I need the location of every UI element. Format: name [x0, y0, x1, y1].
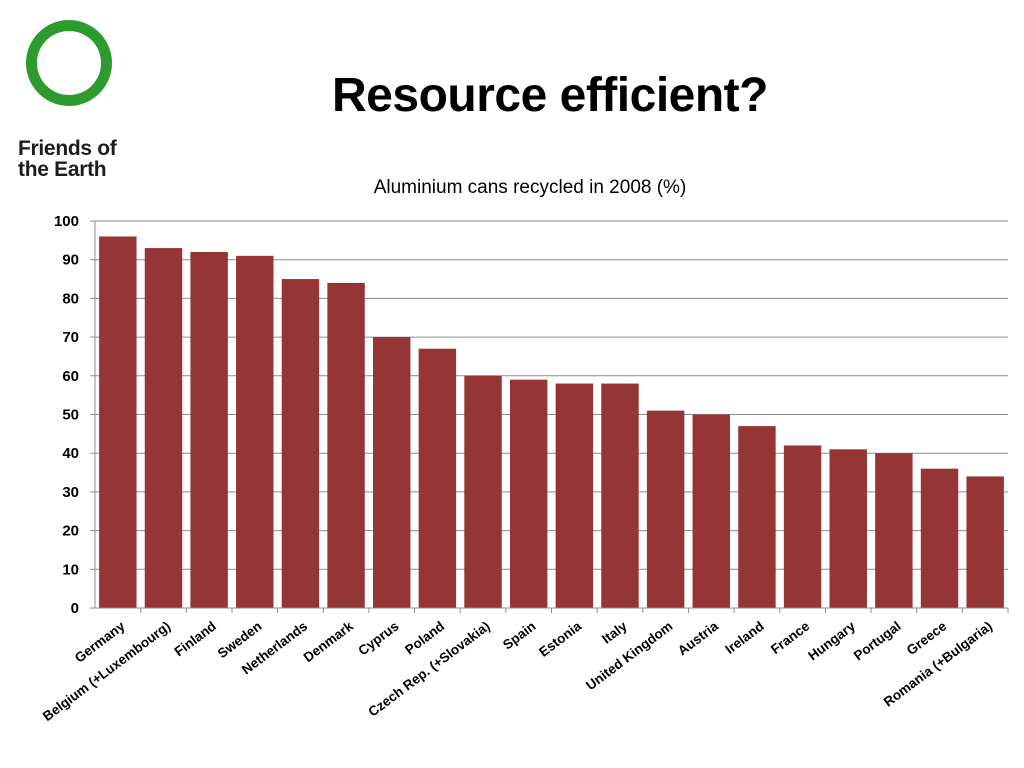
- x-tick-label: Italy: [599, 618, 630, 647]
- bar-15: [783, 445, 822, 608]
- y-tick-label: 10: [62, 561, 79, 578]
- y-tick-label: 60: [62, 368, 79, 385]
- x-tick-label: United Kingdom: [583, 618, 675, 693]
- x-tick-label: Denmark: [301, 618, 357, 665]
- friends-of-the-earth-logo: Friends of the Earth: [18, 13, 148, 188]
- chart-title: Aluminium cans recycled in 2008 (%): [374, 177, 687, 198]
- x-tick-label: Ireland: [722, 618, 766, 657]
- bar-14: [738, 426, 776, 608]
- x-tick-label: Spain: [500, 618, 538, 652]
- bar-9: [509, 379, 548, 608]
- bar-3: [236, 255, 274, 608]
- y-tick-label: 70: [62, 329, 79, 346]
- bar-13: [692, 414, 730, 608]
- y-tick-labels: 0 10 20 30 40 50 60 70 80 90 100: [54, 213, 79, 617]
- y-tick-label: 50: [62, 407, 79, 424]
- x-tick-label: Finland: [172, 618, 219, 659]
- logo-text: Friends of the Earth: [18, 138, 117, 180]
- x-tick-label: Austria: [675, 618, 722, 658]
- y-tick-label: 100: [54, 213, 79, 230]
- bar-11: [601, 383, 639, 608]
- bar-1: [144, 248, 183, 608]
- x-tick-label: Cyprus: [355, 618, 401, 658]
- y-tick-label: 20: [62, 523, 79, 540]
- bar-18: [920, 468, 959, 608]
- bar-19: [966, 476, 1004, 608]
- bar-0: [99, 236, 137, 609]
- bar-8: [464, 375, 502, 608]
- bars: [99, 236, 1004, 609]
- y-tick-label: 90: [62, 252, 79, 269]
- logo-line-1: Friends of: [18, 137, 117, 160]
- x-tick-label: Hungary: [805, 618, 858, 663]
- bar-10: [555, 383, 594, 608]
- y-tick-label: 80: [62, 290, 79, 307]
- logo-line-2: the Earth: [18, 158, 107, 181]
- x-tick-label: Portugal: [851, 618, 904, 663]
- bar-17: [875, 453, 913, 608]
- bar-12: [646, 410, 685, 608]
- bar-6: [373, 337, 411, 608]
- bar-5: [327, 282, 365, 608]
- axes: [94, 221, 1008, 609]
- y-tick-label: 0: [71, 600, 79, 617]
- slide-title: Resource efficient?: [332, 69, 768, 122]
- bar-4: [281, 279, 320, 608]
- y-tick-label: 30: [62, 484, 79, 501]
- bar-2: [190, 251, 228, 608]
- y-tick-label: 40: [62, 445, 79, 462]
- bar-16: [829, 449, 867, 608]
- x-tick-label: Estonia: [536, 618, 584, 660]
- bar-7: [418, 348, 457, 608]
